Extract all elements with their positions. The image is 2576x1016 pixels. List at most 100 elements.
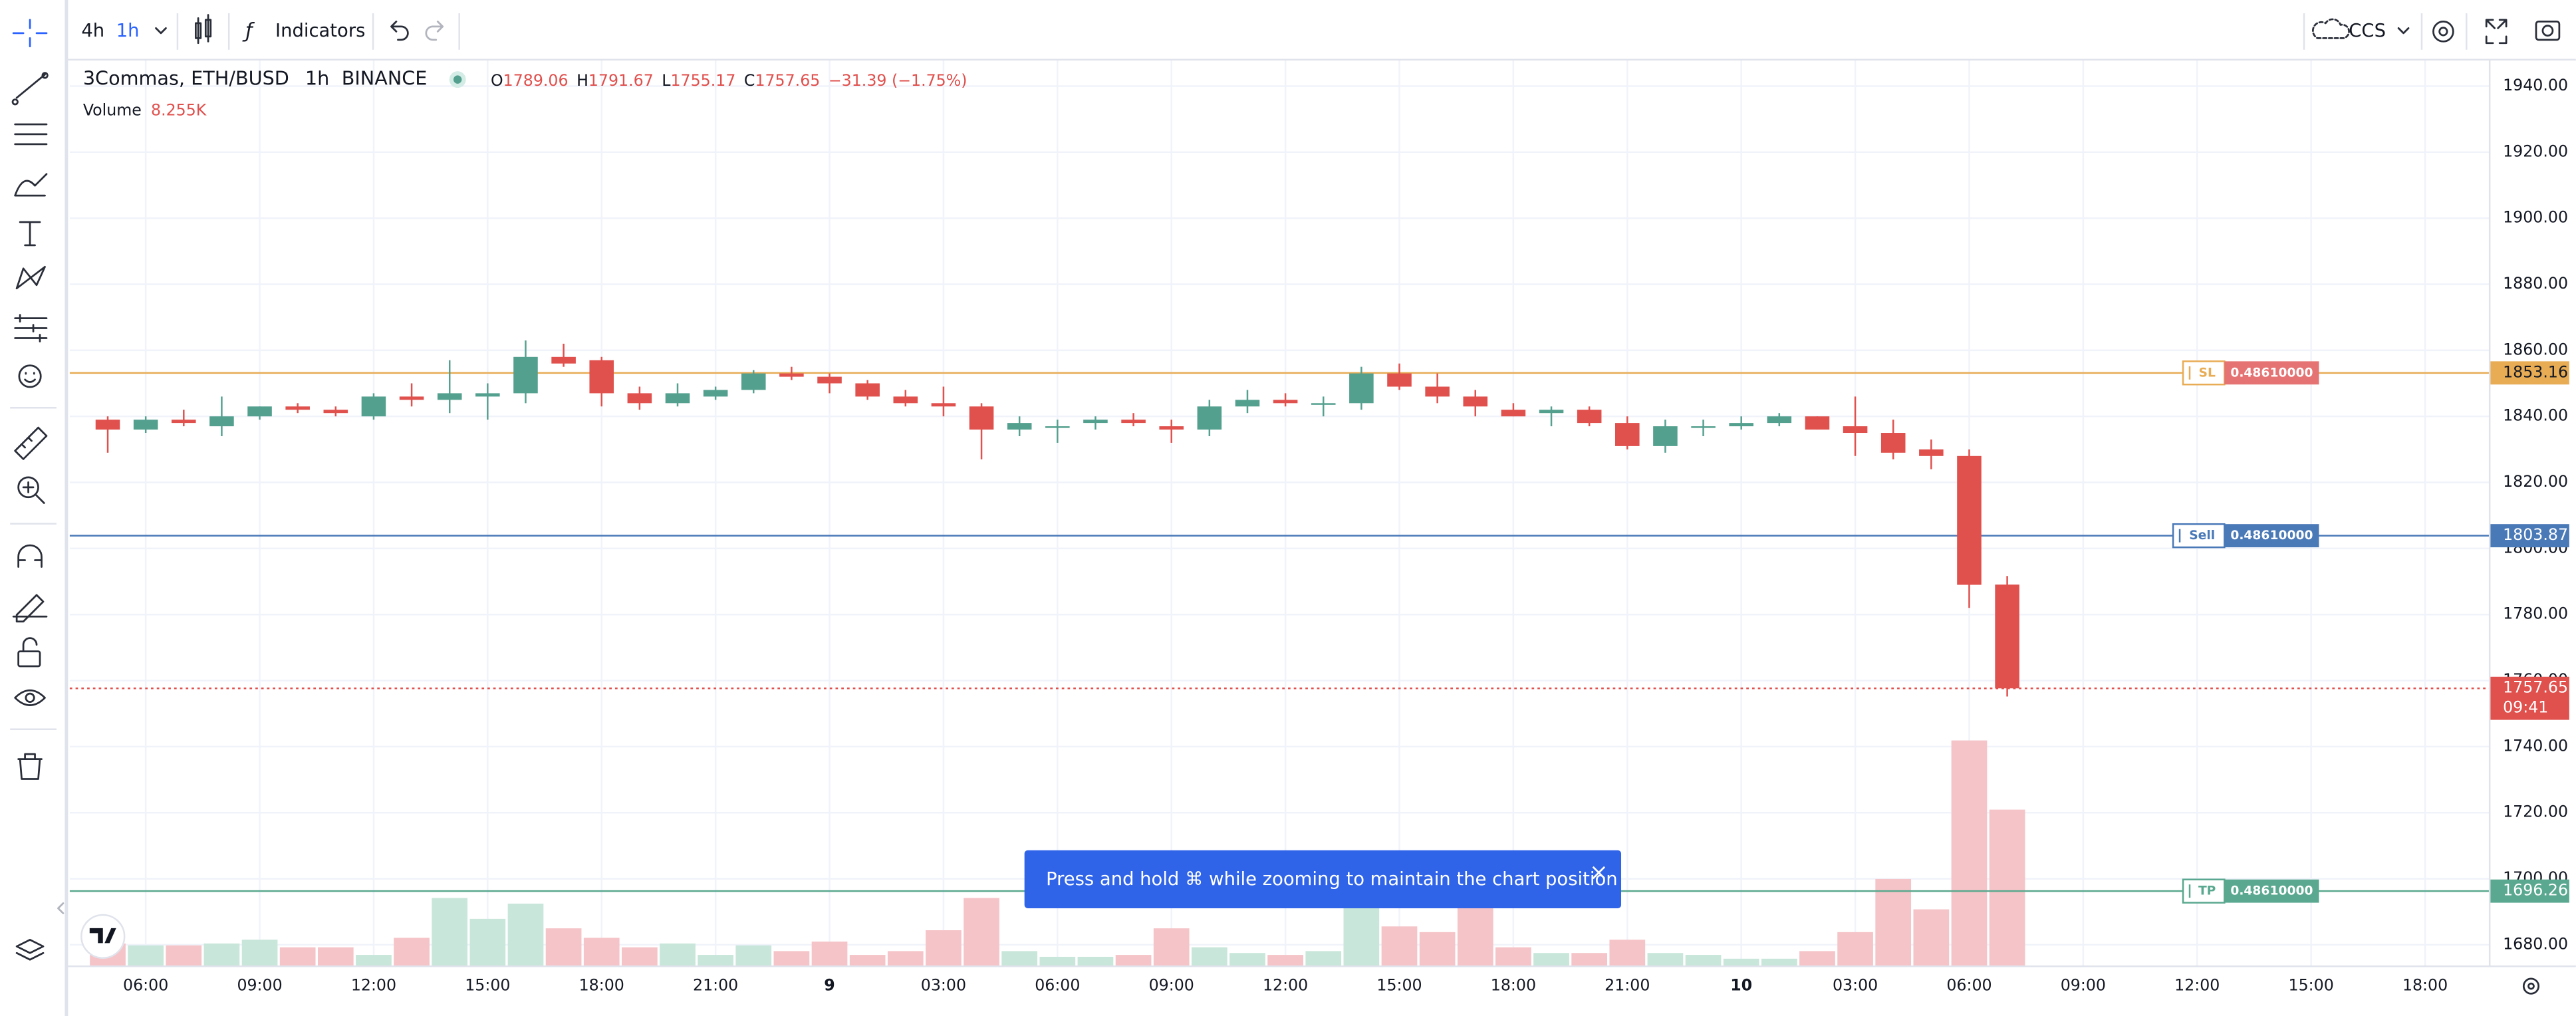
candle-body: [133, 420, 158, 430]
x-tick-label: 09:00: [1149, 976, 1194, 995]
candle-body: [551, 356, 576, 364]
volume-bar: [735, 945, 772, 967]
candle-body: [1197, 406, 1222, 430]
ohlc-label: C: [744, 71, 755, 90]
volume-bar: [1533, 953, 1569, 967]
volume-bar: [1761, 958, 1797, 967]
order-label-name: Sell: [2189, 529, 2215, 543]
undo-button[interactable]: [390, 21, 409, 41]
volume-bar: [926, 930, 962, 967]
x-tick-label: 03:00: [921, 976, 966, 995]
volume-bar: [469, 918, 506, 967]
y-tick-label: 1680.00: [2503, 934, 2568, 953]
drawing-mode[interactable]: [12, 594, 48, 623]
brush-tool[interactable]: [14, 173, 48, 197]
volume-bar: [698, 955, 733, 967]
price-tag: [2490, 361, 2569, 385]
indicators-icon[interactable]: ƒ: [242, 19, 255, 43]
order-label-quantity-box: [2224, 879, 2319, 903]
order-label-name: SL: [2198, 366, 2215, 380]
prediction-tool[interactable]: [14, 314, 48, 342]
order-label-name-box: [2172, 523, 2226, 549]
volume-bar: [507, 904, 544, 967]
candle-body: [475, 393, 500, 397]
volume-bar: [394, 938, 430, 967]
ohlc-label: O: [491, 71, 503, 90]
volume-bar: [1191, 947, 1227, 967]
redo-button[interactable]: [425, 21, 444, 41]
candle-body: [817, 376, 842, 384]
x-tick-label: 15:00: [2289, 976, 2334, 995]
volume-bar: [279, 947, 316, 967]
cloud-icon[interactable]: [2311, 18, 2350, 39]
market-status-dot: [453, 75, 462, 84]
symbol-search[interactable]: CCS: [2349, 21, 2386, 41]
y-tick-label: 1820.00: [2503, 472, 2568, 491]
trend-line-tool[interactable]: [11, 72, 49, 106]
screenshot-button[interactable]: [2535, 21, 2561, 41]
settings-button[interactable]: [2432, 21, 2454, 43]
x-tick-label: 06:00: [1035, 976, 1080, 995]
toast-text: Press and hold ⌘ while zooming to mainta…: [1046, 869, 1618, 890]
volume-bar: [1077, 956, 1114, 967]
order-label-quantity-box: [2224, 524, 2319, 548]
measure-tool[interactable]: [14, 426, 48, 460]
collapse-handle[interactable]: [57, 902, 64, 914]
price-tag-label: 1696.26: [2503, 881, 2568, 900]
candle-body: [589, 360, 614, 394]
x-tick-label: 15:00: [465, 976, 510, 995]
symbol-title: 3Commas, ETH/BUSD: [83, 67, 289, 90]
volume-bar: [1647, 953, 1684, 967]
x-tick-label: 09:00: [237, 976, 282, 995]
interval-button[interactable]: 4h: [81, 21, 104, 41]
visibility-tool[interactable]: [14, 689, 46, 706]
volume-bar: [1685, 955, 1722, 967]
candle-body: [1691, 426, 1716, 428]
text-tool[interactable]: [19, 221, 41, 247]
layout-dropdown[interactable]: [2397, 27, 2410, 35]
interval-button[interactable]: 1h: [116, 21, 140, 41]
x-tick-label: 03:00: [1833, 976, 1878, 995]
price-tag-label: 1853.16: [2503, 362, 2568, 381]
fullscreen-button[interactable]: [2485, 19, 2508, 45]
interval-dropdown[interactable]: [155, 27, 167, 35]
volume-bar: [1951, 740, 1988, 967]
ohlc-change: −31.39 (−1.75%): [829, 71, 967, 90]
zoom-tool[interactable]: [17, 476, 45, 504]
toolbar-bg: [0, 0, 66, 1016]
crosshair-tool[interactable]: [12, 19, 48, 48]
remove-tool[interactable]: [17, 753, 43, 780]
magnet-tool[interactable]: [17, 544, 43, 568]
object-tree[interactable]: [15, 938, 45, 961]
candle-body: [741, 373, 766, 390]
volume-value: 8.255K: [151, 101, 207, 120]
volume-bar: [887, 951, 924, 967]
indicators-button[interactable]: Indicators: [275, 21, 365, 41]
candle-body: [513, 356, 538, 394]
x-tick-label: 12:00: [1263, 976, 1308, 995]
icon-tool[interactable]: [18, 364, 42, 388]
candle-body: [893, 396, 918, 404]
chart-type-button[interactable]: [194, 14, 212, 45]
price-tag: [2490, 524, 2569, 548]
lock-tool[interactable]: [17, 637, 41, 668]
order-label-quantity: 0.48610000: [2230, 529, 2313, 543]
last-price-label: 1757.65: [2503, 678, 2568, 697]
volume-bar: [356, 955, 392, 967]
last-price-tag: [2490, 676, 2569, 720]
volume-bar: [1457, 907, 1493, 967]
tradingview-logo[interactable]: [80, 914, 126, 959]
volume-bar: [1723, 958, 1759, 967]
volume-bar: [811, 942, 848, 967]
toast-bg: [1024, 850, 1622, 908]
legend: 3Commas, ETH/BUSD 1h BINANCE O1789.06 H1…: [83, 67, 967, 120]
y-tick-label: 1840.00: [2503, 406, 2568, 425]
y-tick-label: 1920.00: [2503, 142, 2568, 160]
toast-close[interactable]: [1592, 866, 1606, 880]
fib-tool[interactable]: [14, 123, 48, 146]
pattern-tool[interactable]: [15, 265, 46, 290]
axis-settings[interactable]: [2522, 977, 2540, 995]
volume-bar: [660, 943, 696, 967]
candle-body: [779, 373, 804, 377]
volume-bar: [1267, 955, 1303, 967]
